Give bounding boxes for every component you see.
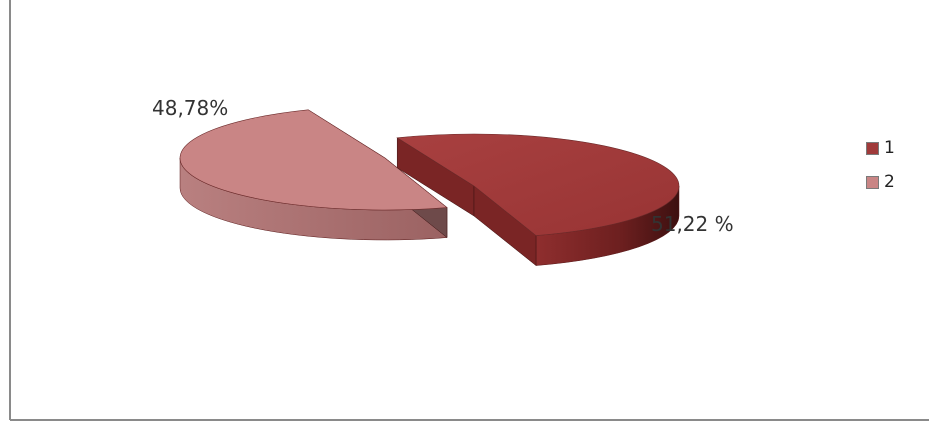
legend-item-1: 1 bbox=[866, 136, 895, 160]
legend-label-2: 2 bbox=[884, 172, 895, 192]
legend-item-2: 2 bbox=[866, 170, 895, 194]
legend-swatch-2 bbox=[866, 175, 879, 189]
pie-slice-1 bbox=[396, 133, 680, 267]
data-label-slice-1: 51,22 % bbox=[651, 212, 734, 236]
legend-swatch-1 bbox=[866, 141, 879, 155]
pie-slice-2 bbox=[179, 109, 448, 241]
data-label-slice-2: 48,78% bbox=[152, 96, 229, 120]
legend-label-1: 1 bbox=[884, 138, 895, 158]
legend: 1 2 bbox=[866, 136, 895, 204]
